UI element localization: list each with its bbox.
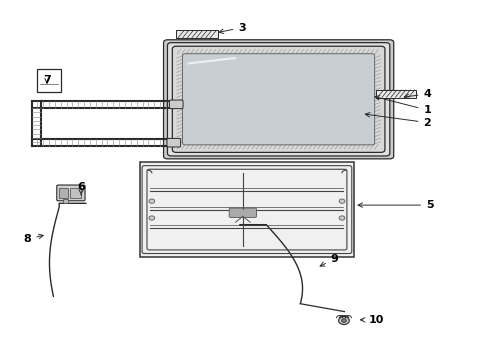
Circle shape [338, 317, 348, 324]
FancyBboxPatch shape [163, 40, 393, 159]
FancyBboxPatch shape [182, 54, 374, 145]
Text: 5: 5 [357, 200, 433, 210]
Text: 1: 1 [374, 96, 430, 115]
Text: 7: 7 [43, 75, 51, 85]
Text: 2: 2 [365, 113, 430, 128]
Bar [176, 31, 217, 39]
Circle shape [338, 216, 344, 220]
Bar [63, 199, 68, 203]
Circle shape [338, 199, 344, 203]
Bar [59, 188, 68, 198]
FancyBboxPatch shape [57, 185, 85, 201]
Text: 8: 8 [23, 234, 43, 244]
FancyBboxPatch shape [169, 100, 183, 109]
Circle shape [341, 319, 346, 322]
Text: 6: 6 [77, 182, 85, 195]
Circle shape [149, 199, 155, 203]
Bar [70, 188, 81, 198]
FancyBboxPatch shape [229, 208, 256, 217]
FancyBboxPatch shape [167, 42, 389, 156]
Text: 10: 10 [360, 315, 383, 325]
Bar [140, 162, 353, 257]
Circle shape [149, 216, 155, 220]
Bar [37, 69, 61, 92]
FancyBboxPatch shape [166, 138, 180, 147]
Text: 4: 4 [404, 89, 430, 99]
Bar [375, 90, 415, 98]
FancyBboxPatch shape [172, 46, 384, 152]
Text: 3: 3 [219, 23, 245, 33]
Text: 9: 9 [320, 254, 338, 266]
